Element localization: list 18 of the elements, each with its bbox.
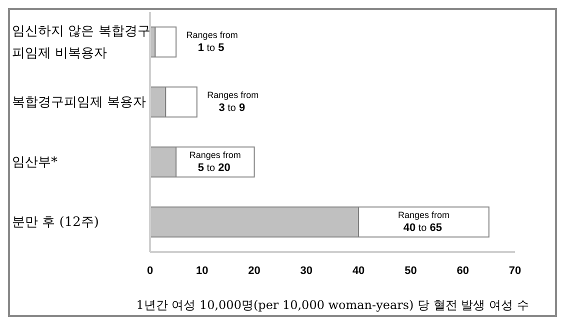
annotation: Ranges from 5 to 20 [189,150,241,174]
x-tick-label: 10 [196,264,208,277]
x-axis-title: 1년간 여성 10,000명(per 10,000 woman-years) 당 혈전 발생 여성 수 [136,298,529,312]
y-tick-label: 임산부* [12,155,58,170]
x-tick-label: 70 [508,264,522,277]
x-tick-label: 50 [404,264,417,277]
y-tick-label: 분만 후 (12주) [12,215,99,230]
annotation: Ranges from 1 to 5 [186,30,238,54]
x-tick-label: 60 [456,264,469,277]
annotation: Ranges from 3 to 9 [207,90,259,114]
bar [154,26,177,58]
x-tick-label: 40 [352,264,365,277]
x-tick-label: 20 [248,264,260,277]
y-tick-label: 임신하지 않은 복합경구 피임제 비복용자 [12,24,150,61]
x-tick-label: 0 [146,264,154,277]
y-tick-label: 복합경구피임제 복용자 [12,95,146,110]
x-tick-label: 30 [300,264,313,277]
annotation: Ranges from 40 to 65 [398,210,450,234]
